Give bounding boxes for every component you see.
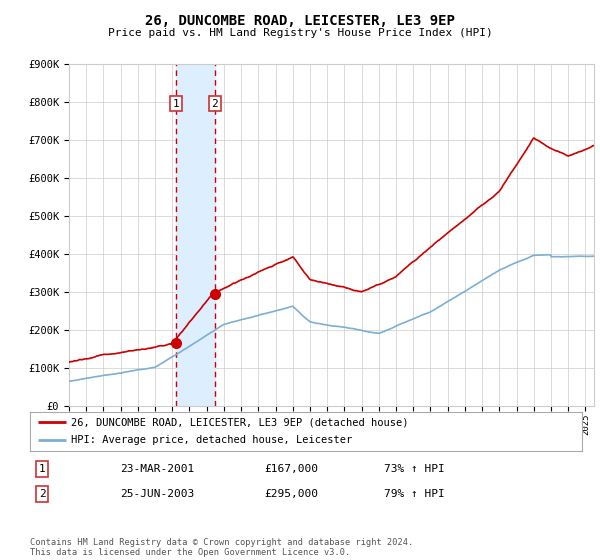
Text: 23-MAR-2001: 23-MAR-2001 [120, 464, 194, 474]
Text: £167,000: £167,000 [264, 464, 318, 474]
Text: 1: 1 [173, 99, 179, 109]
Text: 25-JUN-2003: 25-JUN-2003 [120, 489, 194, 499]
Text: 1: 1 [38, 464, 46, 474]
Text: 73% ↑ HPI: 73% ↑ HPI [384, 464, 445, 474]
Text: 26, DUNCOMBE ROAD, LEICESTER, LE3 9EP: 26, DUNCOMBE ROAD, LEICESTER, LE3 9EP [145, 14, 455, 28]
Text: HPI: Average price, detached house, Leicester: HPI: Average price, detached house, Leic… [71, 435, 353, 445]
Text: 79% ↑ HPI: 79% ↑ HPI [384, 489, 445, 499]
Text: Price paid vs. HM Land Registry's House Price Index (HPI): Price paid vs. HM Land Registry's House … [107, 28, 493, 38]
Text: Contains HM Land Registry data © Crown copyright and database right 2024.
This d: Contains HM Land Registry data © Crown c… [30, 538, 413, 557]
Text: £295,000: £295,000 [264, 489, 318, 499]
Text: 2: 2 [38, 489, 46, 499]
Text: 26, DUNCOMBE ROAD, LEICESTER, LE3 9EP (detached house): 26, DUNCOMBE ROAD, LEICESTER, LE3 9EP (d… [71, 417, 409, 427]
Text: 2: 2 [212, 99, 218, 109]
Bar [176, 64, 215, 406]
